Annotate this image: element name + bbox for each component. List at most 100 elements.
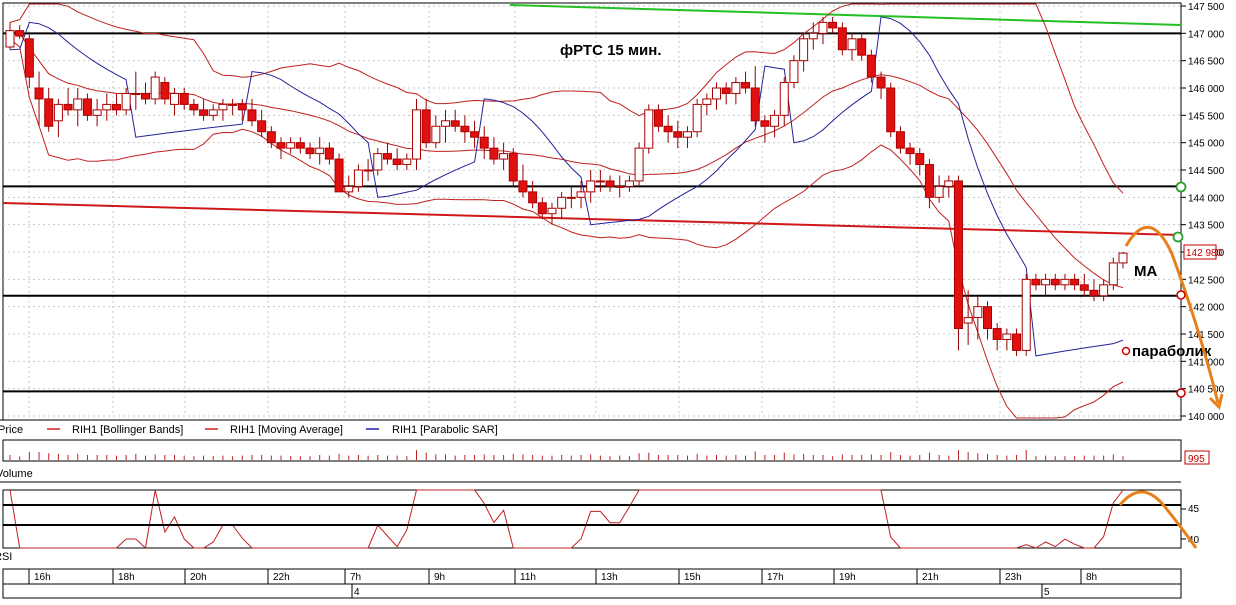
time-label: 11h [520,572,536,583]
candle-body [944,180,954,187]
candle-body [760,120,770,127]
candle-body [866,54,876,78]
candle [876,71,886,99]
candle-body [295,142,305,149]
candle-body [712,87,722,100]
candle-body [905,147,915,155]
candle-body [470,131,480,138]
candle-body [750,87,760,122]
time-label: 16h [34,572,51,583]
candle-body [218,103,228,111]
candle [886,82,896,138]
chart-title: фРТС 15 мин. [560,42,662,59]
candle [344,175,354,198]
candle [760,115,770,143]
candle [682,126,692,149]
candle-body [837,27,847,51]
candle-body [1002,333,1012,340]
legend-moving-average: RIH1 [Moving Average] [230,424,343,436]
candle-body [518,180,528,193]
candle-body [576,191,586,198]
time-label: 23h [1005,572,1022,583]
candle-body [528,191,538,204]
candle-body [92,109,102,116]
candle [53,98,63,138]
candle [489,137,499,165]
candle-body [692,103,702,133]
candle-body [121,92,131,111]
candle [479,126,489,160]
candle [295,137,305,154]
price-tick-label: 146 000 [1188,84,1225,95]
candle-body [741,82,751,89]
candle-body [886,87,896,133]
candle [305,142,315,160]
candle-body [266,131,276,144]
time-label: 20h [190,572,207,583]
time-label: 18h [118,572,135,583]
last-price-label: 142 980 [1186,248,1223,259]
candle [770,109,780,138]
candle [1118,252,1128,269]
candle [315,137,325,165]
candle-body [382,153,392,160]
rsi-panel-frame [2,489,1182,549]
candle [857,33,867,61]
candle [934,175,944,203]
last-price-tag [1183,244,1217,260]
candle-body [34,87,44,100]
candle-body [450,120,460,127]
candle [1031,273,1041,291]
candle-body [170,92,180,105]
candle [24,33,34,88]
price-panel-frame [2,2,1182,421]
candle-body [102,103,112,111]
candle [653,104,663,132]
candle [566,186,576,209]
candle [644,104,654,154]
candle [837,22,847,56]
candle-body [344,185,354,193]
candle-body [402,158,412,166]
candle [247,98,257,127]
candle [82,93,92,121]
candle-body [24,38,34,78]
candle-body [208,109,218,116]
candle-body [140,92,150,100]
rsi-panel [9,489,1124,549]
price-tick-label: 147 500 [1188,2,1225,13]
level-marker-icon [1172,231,1184,243]
candle [799,33,809,72]
candle-body [1079,284,1089,291]
candle [170,88,180,116]
volume-panel-label: Volume [0,468,33,480]
rsi-tick-40: 40 [1188,535,1200,546]
candle [34,71,44,127]
candle [866,49,876,83]
candle [111,93,121,116]
candlestick-series [5,16,1128,356]
candle-body [460,125,470,133]
candle [208,104,218,121]
rsi-line [9,489,1124,549]
candle [199,98,209,121]
candle [1079,273,1089,296]
candle [712,82,722,110]
parabolic-annotation: параболик [1132,343,1212,360]
time-label: 19h [839,572,856,583]
candle-body [489,147,499,160]
candle-body [963,317,973,324]
day-label-4: 4 [354,587,360,598]
candle [828,16,838,34]
candle-body [479,136,489,149]
candle-body [315,147,325,155]
time-axis-labels: 16h 18h 20h 22h 7h 9h 11h 13h 15h 17h 19h 21h 23h 8h [28,569,1097,584]
candle-body [179,92,189,105]
candle [1041,273,1051,296]
parabolic-sar [9,16,1124,357]
candle-body [924,164,934,198]
candle [189,98,199,116]
level-marker-icon [1175,181,1187,193]
candle [1012,328,1022,356]
candle-body [847,38,857,51]
